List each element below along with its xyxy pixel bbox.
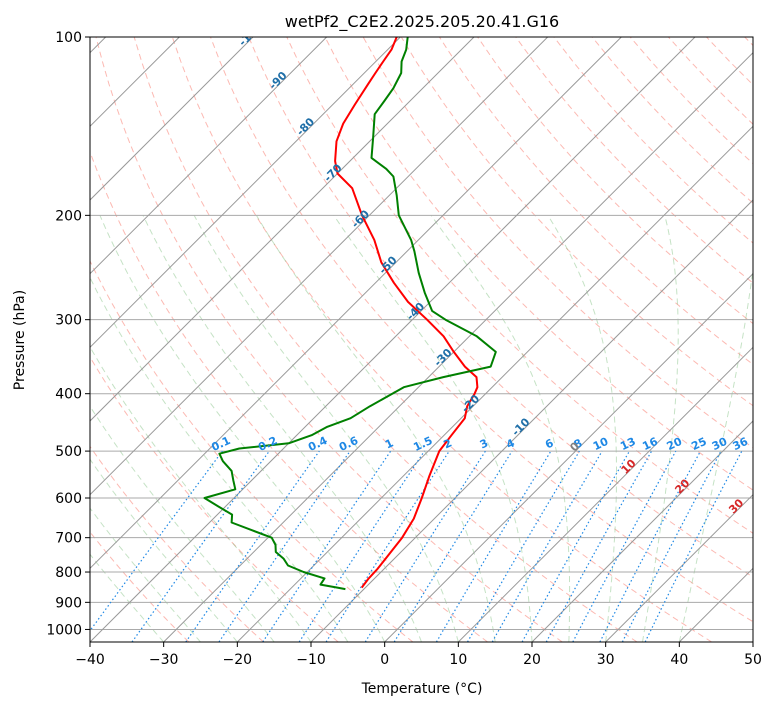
x-tick-label: 10 <box>449 652 467 668</box>
mixing-ratio-label: 36 <box>731 435 751 453</box>
isotherm-line <box>163 51 753 642</box>
mixing-ratio-line <box>325 450 450 642</box>
y-tick-label: 200 <box>55 208 82 224</box>
x-tick-label: 20 <box>523 652 541 668</box>
y-tick-label: 600 <box>55 491 82 507</box>
isotherm-line <box>457 346 753 642</box>
dry-adiabat <box>90 356 339 642</box>
mixing-ratio-line <box>185 450 320 642</box>
mixing-ratio-label: 20 <box>665 435 685 453</box>
moist-adiabat <box>547 215 617 642</box>
x-tick-label: 0 <box>380 652 389 668</box>
mixing-ratio-line <box>90 450 223 632</box>
y-axis-label: Pressure (hPa) <box>12 290 28 390</box>
mixing-ratio-line <box>545 450 653 642</box>
mixing-ratio-line <box>298 450 425 642</box>
mixing-ratio-line <box>393 450 513 642</box>
dewpoint-profile <box>203 37 497 591</box>
isotherm-line <box>605 493 753 642</box>
moist-adiabat <box>90 405 275 642</box>
isotherm-line <box>90 37 549 496</box>
dry-adiabat <box>286 37 753 534</box>
temperature-profile <box>334 37 479 589</box>
moist-adiabat <box>99 215 386 642</box>
isotherm-line <box>90 37 401 349</box>
mixing-ratio-label: 10 <box>591 435 611 453</box>
isotherm-line <box>90 37 328 275</box>
dry-adiabat <box>515 37 753 284</box>
moist-adiabat <box>193 215 459 642</box>
isotherm-line <box>90 37 622 570</box>
dry-adiabat <box>171 37 712 642</box>
mixing-ratio-line <box>218 450 351 642</box>
x-tick-label: −30 <box>149 652 179 668</box>
moist-adiabat <box>333 215 533 642</box>
moist-adiabat <box>430 215 571 642</box>
mixing-ratio-label: 13 <box>618 435 637 453</box>
isotherm-line <box>236 125 753 642</box>
isotherm-label: -100 <box>236 20 265 49</box>
y-tick-label: 500 <box>55 444 82 460</box>
mixing-ratio-label: 16 <box>640 435 660 453</box>
moist-adiabat <box>142 215 422 642</box>
x-tick-label: 40 <box>670 652 688 668</box>
x-tick-label: 50 <box>744 652 762 668</box>
isotherm-line <box>90 37 696 642</box>
chart-title: wetPf2_C2E2.2025.205.20.41.G16 <box>285 12 559 32</box>
mixing-ratio-line <box>131 450 270 642</box>
dry-adiabat <box>324 37 753 491</box>
x-axis-label: Temperature (°C) <box>361 681 483 697</box>
isotherm-line <box>752 641 753 642</box>
y-tick-label: 700 <box>55 531 82 547</box>
y-tick-label: 1000 <box>46 622 82 638</box>
mixing-ratio-line <box>572 450 677 642</box>
mixing-ratio-label: 30 <box>710 435 730 453</box>
mixing-ratio-label: 25 <box>689 435 708 453</box>
dry-adiabat <box>210 37 753 623</box>
isotherm-line <box>90 37 254 201</box>
y-tick-label: 800 <box>55 565 82 581</box>
moist-adiabat <box>90 458 238 642</box>
moist-adiabat <box>642 215 679 642</box>
x-tick-label: 30 <box>597 652 615 668</box>
isotherm-line <box>531 420 753 642</box>
mixing-ratio-line <box>262 450 392 642</box>
isotherm-line <box>310 199 753 642</box>
dry-adiabat <box>90 259 414 642</box>
y-tick-label: 100 <box>55 30 82 46</box>
dry-adiabat <box>133 37 638 642</box>
dry-adiabat <box>95 37 563 642</box>
y-tick-label: 400 <box>55 387 82 403</box>
plot-frame <box>89 36 754 643</box>
dry-adiabat <box>248 37 753 578</box>
dry-adiabat <box>90 445 264 642</box>
y-tick-label: 900 <box>55 595 82 611</box>
mixing-ratio-line <box>644 450 743 642</box>
x-tick-label: −20 <box>223 652 253 668</box>
moist-adiabat <box>678 265 753 642</box>
x-tick-label: −40 <box>75 652 105 668</box>
plot-background <box>90 37 753 642</box>
x-tick-label: −10 <box>296 652 326 668</box>
isotherm-line <box>384 272 753 642</box>
mixing-ratio-line <box>521 450 631 642</box>
y-tick-label: 300 <box>55 313 82 329</box>
moist-adiabat <box>90 345 312 642</box>
